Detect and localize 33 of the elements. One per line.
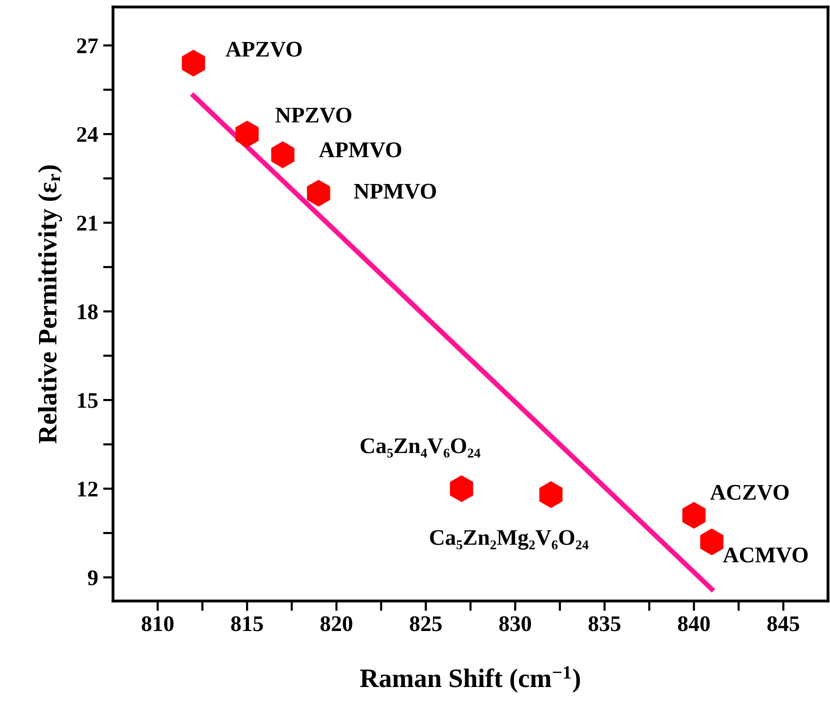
x-tick-label: 810 [142, 616, 174, 632]
x-tick-label: 835 [588, 616, 620, 632]
point [271, 141, 294, 168]
annotation: ACMVO [723, 548, 808, 563]
annotation: NPMVO [354, 184, 436, 199]
y-tick-label: 27 [77, 38, 98, 54]
annotation: APMVO [319, 142, 402, 158]
point [235, 120, 259, 148]
annotation: Ca₅Zn₂Mg₂V₆O₂₄ [430, 530, 588, 550]
point [450, 475, 474, 502]
x-tick-label: 815 [231, 616, 263, 632]
y-axis-title: Relative Permittivity (ε$_{r}$) [38, 165, 62, 444]
annotation: NPZVO [275, 108, 352, 123]
point [306, 180, 330, 206]
annotation: ACZVO [710, 484, 789, 500]
point [682, 502, 706, 529]
y-tick-label: 24 [77, 127, 98, 142]
x-tick-label: 845 [767, 616, 800, 632]
x-tick-label: 820 [320, 616, 352, 632]
point [700, 528, 724, 556]
y-tick-label: 15 [78, 393, 98, 408]
y-tick-label: 12 [78, 482, 98, 496]
point [539, 481, 563, 508]
annotation: Ca₅Zn₄V₆O₂₄ [360, 438, 480, 458]
x-tick-label: 840 [678, 616, 710, 632]
x-axis-title: Raman Shift (cm$^{−1}$) [360, 666, 580, 693]
y-tick-label: 9 [88, 570, 98, 586]
point [182, 50, 206, 76]
x-tick-label: 825 [410, 616, 442, 632]
annotation: APZVO [226, 42, 302, 57]
x-tick-label: 830 [499, 616, 532, 632]
y-tick-label: 21 [77, 216, 98, 230]
y-tick-label: 18 [78, 304, 98, 320]
